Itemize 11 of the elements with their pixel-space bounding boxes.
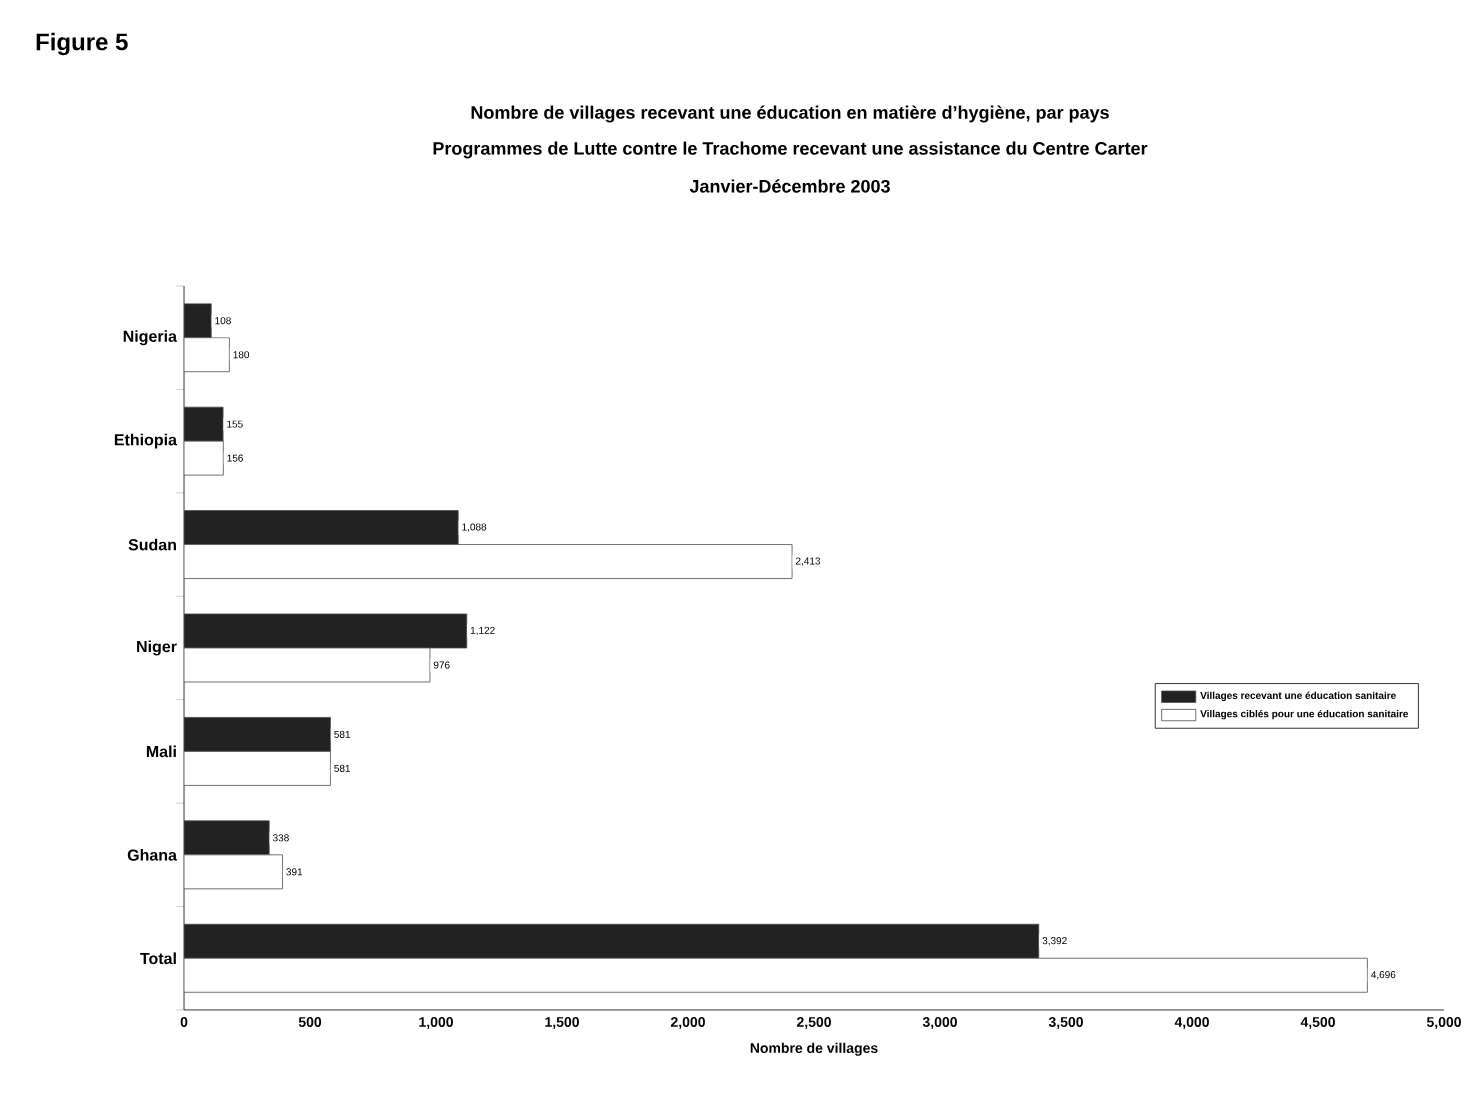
- y-tick-label: Niger: [137, 640, 177, 656]
- chart-title: Nombre de villages recevant une éducation en matière d’hygiène, par pays: [471, 105, 1109, 123]
- y-tick-label: Ghana: [127, 848, 178, 861]
- text: Janvier-Décembre 2003: [689, 179, 890, 193]
- y-tick-label: Ethiopia: [114, 433, 178, 449]
- caption: Figure 5: [36, 32, 128, 56]
- y-tick-label: Nigeria: [123, 330, 178, 346]
- y-tick-label: Total: [140, 952, 176, 965]
- chart-subtitle: Programmes de Lutte contre le Trachome recevant une assistance du Centre Carter: [433, 141, 1148, 159]
- y-tick-label: Mali: [146, 745, 176, 758]
- y-tick-label: Sudan: [128, 538, 176, 551]
